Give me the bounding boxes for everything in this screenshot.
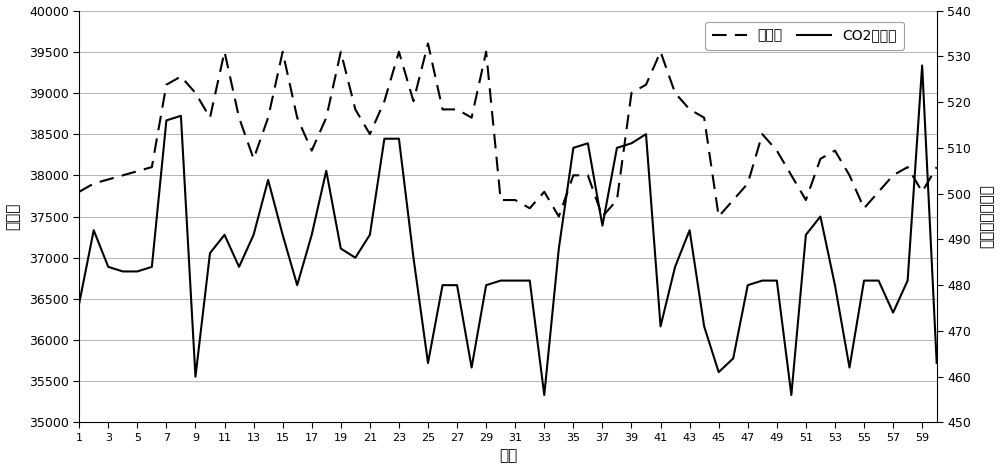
- 进气量: [422, 41, 434, 46]
- CO2排放量: [349, 255, 361, 260]
- 进气量: [219, 49, 231, 54]
- Y-axis label: 进气量: 进气量: [6, 203, 21, 230]
- 进气量: [320, 115, 332, 121]
- CO2排放量: [916, 63, 928, 68]
- Line: 进气量: 进气量: [79, 44, 937, 217]
- CO2排放量: [364, 232, 376, 238]
- 进气量: [73, 189, 85, 195]
- CO2排放量: [291, 282, 303, 288]
- Line: CO2排放量: CO2排放量: [79, 66, 937, 395]
- 进气量: [553, 214, 565, 219]
- CO2排放量: [73, 301, 85, 306]
- CO2排放量: [320, 168, 332, 174]
- 进气量: [291, 115, 303, 121]
- 进气量: [640, 82, 652, 88]
- Legend: 进气量, CO2排放量: 进气量, CO2排放量: [705, 22, 904, 50]
- CO2排放量: [538, 392, 550, 398]
- 进气量: [931, 164, 943, 170]
- Y-axis label: 二氧化碳排放量: 二氧化碳排放量: [979, 185, 994, 249]
- 进气量: [349, 106, 361, 112]
- CO2排放量: [625, 141, 637, 146]
- 进气量: [364, 131, 376, 137]
- CO2排放量: [931, 360, 943, 366]
- X-axis label: 分钟: 分钟: [499, 448, 517, 463]
- CO2排放量: [219, 232, 231, 238]
